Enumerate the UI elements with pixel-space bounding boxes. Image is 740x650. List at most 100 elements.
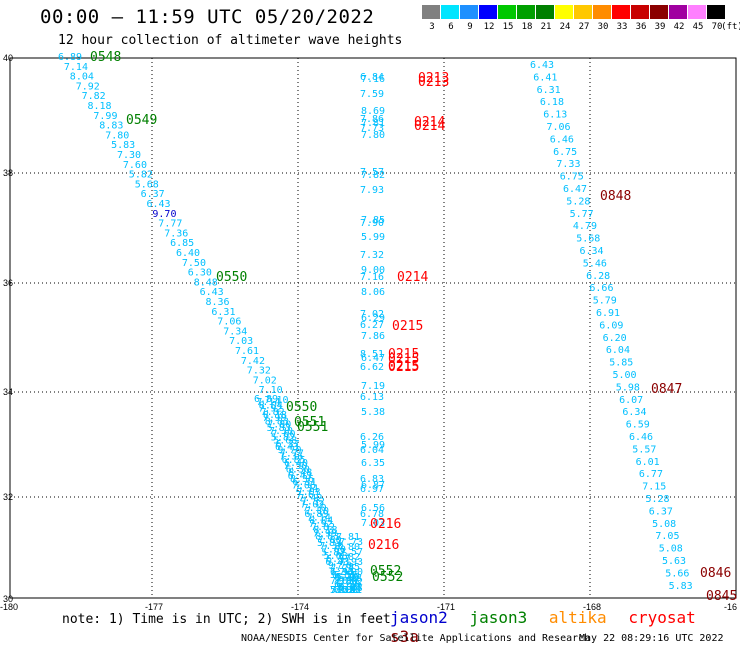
swh-value: 7.02 — [253, 375, 277, 386]
swh-value: 6.28 — [586, 271, 610, 282]
swh-value: 6.66 — [589, 283, 613, 294]
swh-value: 7.73 — [339, 537, 363, 548]
swh-value: 6.31 — [211, 307, 235, 318]
swh-value: 8.83 — [99, 121, 123, 132]
swh-value: 5.66 — [665, 568, 689, 579]
swh-value: 7.77 — [158, 219, 182, 230]
swh-value: 6.43 — [288, 471, 312, 482]
swh-value: 9.70 — [328, 560, 352, 571]
swh-value: 6.18 — [540, 97, 564, 108]
swh-value: 5.82 — [321, 548, 345, 559]
swh-value: 7.61 — [235, 346, 259, 357]
swh-value: 7.30 — [269, 426, 293, 437]
swh-value: 7.06 — [547, 122, 571, 133]
swh-value: 7.03 — [330, 576, 354, 587]
swh-value: 5.68 — [273, 436, 297, 447]
swh-value: 8.18 — [88, 101, 112, 112]
legend-s3a: s3a — [390, 627, 419, 646]
color-swatch-label: 30 — [597, 22, 609, 32]
swh-value: 6.75 — [553, 147, 577, 158]
swh-value: 7.32 — [360, 250, 384, 261]
pass-time-label: 0215 — [388, 359, 419, 374]
pass-time-label: 0214 — [414, 119, 445, 134]
swh-value: 6.13 — [360, 392, 384, 403]
color-swatch — [669, 5, 687, 19]
swh-value: 7.80 — [334, 585, 358, 596]
pass-time-label: 0847 — [651, 382, 682, 397]
swh-value: 7.50 — [182, 258, 206, 269]
swh-value: 7.36 — [279, 452, 303, 463]
swh-value: 6.34 — [622, 407, 646, 418]
swh-value: 5.28 — [646, 494, 670, 505]
swh-value: 6.89 — [304, 509, 328, 520]
swh-value: 6.43 — [275, 442, 299, 453]
swh-value: 5.08 — [659, 544, 683, 555]
swh-value: 7.60 — [123, 160, 147, 171]
swh-value: 6.26 — [360, 432, 384, 443]
lat-tick-label: 38 — [3, 168, 13, 178]
swh-value: 7.93 — [360, 185, 384, 196]
swh-value: 5.79 — [593, 296, 617, 307]
swh-value: 7.85 — [361, 215, 385, 226]
swh-value: 6.37 — [649, 506, 673, 517]
map-frame — [9, 57, 737, 599]
swh-value: 6.78 — [338, 573, 362, 584]
swh-value: 5.00 — [613, 370, 637, 381]
pass-time-label: 0548 — [90, 50, 121, 65]
swh-value: 8.04 — [70, 72, 94, 83]
swh-value: 7.90 — [360, 218, 384, 229]
pass-time-label: 0216 — [368, 538, 399, 553]
swh-value: 7.14 — [307, 512, 331, 523]
pass-time-label: 0215 — [388, 347, 419, 362]
color-swatch — [631, 5, 649, 19]
swh-value: 7.30 — [319, 541, 343, 552]
color-swatch-label: 45 — [692, 22, 704, 32]
swh-value: 7.82 — [311, 522, 335, 533]
pass-time-label: 0552 — [372, 570, 403, 585]
color-swatch-label: 39 — [654, 22, 666, 32]
credit-text: NOAA/NESDIS Center for Satellite Applica… — [241, 633, 591, 644]
color-swatch-label: 18 — [521, 22, 533, 32]
pass-time-label: 0551 — [294, 415, 325, 430]
swh-value: 6.85 — [332, 570, 356, 581]
swh-value: 7.60 — [322, 544, 346, 555]
swh-value: 6.56 — [361, 503, 385, 514]
color-swatch — [555, 5, 573, 19]
swh-value: 6.35 — [361, 458, 385, 469]
swh-value: 6.78 — [360, 509, 384, 520]
legend-jason2: jason2 — [390, 608, 448, 627]
color-swatch-label: 21 — [540, 22, 552, 32]
swh-value: 5.46 — [583, 258, 607, 269]
swh-value: 5.28 — [566, 196, 590, 207]
swh-value: 7.71 — [330, 585, 354, 596]
color-swatch-label: 36 — [635, 22, 647, 32]
swh-value: 7.32 — [247, 366, 271, 377]
pass-time-label: 0845 — [706, 589, 737, 604]
swh-value: 7.92 — [309, 519, 333, 530]
swh-value: 8.83 — [315, 532, 339, 543]
swh-value: 5.85 — [609, 358, 633, 369]
color-swatch-label: 24 — [559, 22, 571, 32]
swh-value: 7.19 — [361, 381, 385, 392]
swh-value: 5.87 — [338, 582, 362, 593]
swh-value: 5.83 — [669, 581, 693, 592]
swh-value: 7.16 — [360, 272, 384, 283]
pass-time-label: 0215 — [388, 352, 419, 367]
swh-value: 6.13 — [543, 110, 567, 121]
color-swatch — [498, 5, 516, 19]
swh-value: 7.80 — [336, 542, 360, 553]
lon-tick-label: -174 — [291, 602, 309, 612]
swh-value: 6.46 — [550, 134, 574, 145]
swh-value: 7.14 — [256, 397, 280, 408]
swh-value: 4.79 — [573, 221, 597, 232]
pass-time-label: 0549 — [126, 113, 157, 128]
swh-value: 6.30 — [286, 464, 310, 475]
swh-value: 5.82 — [271, 432, 295, 443]
swh-value: 8.48 — [339, 583, 363, 594]
pass-time-label: 0846 — [700, 566, 731, 581]
swh-value: 6.89 — [254, 394, 278, 405]
swh-tracks: 6.897.148.047.927.828.187.998.837.805.83… — [58, 52, 693, 596]
swh-value: 7.77 — [330, 564, 354, 575]
swh-value: 6.41 — [338, 585, 362, 596]
